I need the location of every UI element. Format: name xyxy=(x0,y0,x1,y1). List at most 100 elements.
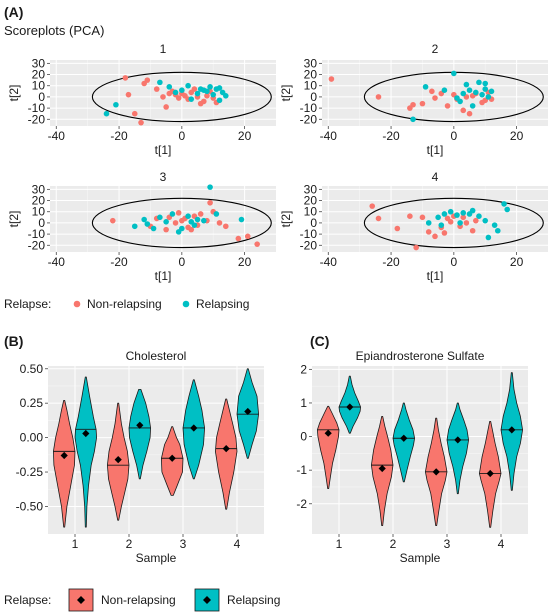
violin-x-tick-label: 2 xyxy=(390,537,397,551)
facet-1-point-relapsing xyxy=(185,82,191,89)
violin-cholesterol-relapsing-sample-4-mean xyxy=(244,407,252,416)
violin-y-tick-label: 0.00 xyxy=(20,431,44,445)
facet-2-point-non-relapsing xyxy=(466,110,473,117)
facet-1-point-non-relapsing xyxy=(138,119,144,126)
facet-1-point-non-relapsing xyxy=(163,104,169,110)
facet-3-y-axis-title: t[2] xyxy=(7,211,21,228)
facet-1-point-relapsing xyxy=(210,91,217,98)
legend-bottom-item-non-relapsing: Non-relapsing xyxy=(101,593,176,607)
violin-y-tick-label: -2 xyxy=(296,497,307,511)
facet-2-y-tick-label: -20 xyxy=(300,112,318,126)
facet-3-point-relapsing xyxy=(144,221,151,227)
violin-x-tick-label: 4 xyxy=(234,537,241,551)
facet-3-ellipse xyxy=(91,197,272,249)
violin-cholesterol-relapsing-sample-1-mean xyxy=(82,429,90,438)
facet-3-x-tick-label: 20 xyxy=(238,255,252,269)
facet-2-point-relapsing xyxy=(482,80,489,87)
facet-1-point-relapsing xyxy=(166,84,173,90)
facet-2-x-tick-label: 20 xyxy=(510,129,524,143)
violin-cholesterol-non-relapsing-sample-2-mean xyxy=(114,456,122,464)
violin-y-tick-label: -0.50 xyxy=(16,499,44,513)
facet-1-point-non-relapsing xyxy=(125,91,132,98)
facet-2-y-tick-label: 30 xyxy=(304,56,318,70)
facet-4-point-non-relapsing xyxy=(394,225,401,232)
facet-2-point-non-relapsing xyxy=(429,88,435,95)
facet-4-point-relapsing xyxy=(494,227,501,234)
facet-3-point-non-relapsing xyxy=(188,226,195,233)
violin-y-tick-label: 0 xyxy=(300,430,307,444)
violin-cholesterol-relapsing-sample-1 xyxy=(74,376,97,528)
panel-letter-a: (A) xyxy=(4,4,23,20)
facet-1-point-relapsing xyxy=(216,85,223,91)
facet-4-point-relapsing xyxy=(425,220,432,226)
facet-1-x-axis-title: t[1] xyxy=(155,143,172,157)
facet-3-point-relapsing xyxy=(169,211,176,217)
facet-2-point-relapsing xyxy=(476,79,482,86)
facet-3-point-relapsing xyxy=(191,222,198,228)
facet-1-point-non-relapsing xyxy=(131,110,138,117)
facet-4-point-non-relapsing xyxy=(460,214,467,221)
facet-4-point-relapsing xyxy=(485,234,492,241)
facet-1-y-axis-title: t[2] xyxy=(7,85,21,102)
facet-1-x-tick-label: 20 xyxy=(238,129,252,143)
facet-1-x-tick-label: -40 xyxy=(48,129,66,143)
legend-top-item-relapsing: Relapsing xyxy=(196,297,249,311)
facet-2-point-non-relapsing xyxy=(410,101,416,108)
violin-cholesterol-relapsing-sample-2 xyxy=(128,389,151,480)
legend-top-title: Relapse: xyxy=(4,297,51,311)
violin-y-tick-label: 0.50 xyxy=(20,362,44,376)
facet-4-point-relapsing xyxy=(482,217,489,224)
facet-2-x-tick-label: -20 xyxy=(382,129,400,143)
facet-3-point-relapsing xyxy=(157,214,163,221)
facet-3-point-relapsing xyxy=(238,216,245,223)
facet-1-point-relapsing xyxy=(157,79,163,86)
facet-2-point-relapsing xyxy=(482,86,489,92)
legend-bottom-mean-relapsing xyxy=(203,596,211,604)
facet-1-y-tick-label: 0 xyxy=(38,90,45,104)
facet-4-point-relapsing xyxy=(454,212,460,218)
pca-title: Scoreplots (PCA) xyxy=(4,23,104,38)
facet-3-y-tick-label: 30 xyxy=(32,182,46,196)
facet-2-plot-area xyxy=(322,60,548,126)
violin-y-tick-label: 1 xyxy=(300,396,307,410)
facet-2-point-relapsing xyxy=(488,88,495,95)
facet-4-point-relapsing xyxy=(438,222,445,228)
violin-x-tick-label: 4 xyxy=(498,537,505,551)
facet-1-point-relapsing xyxy=(194,90,201,97)
facet-2-point-non-relapsing xyxy=(460,107,467,114)
violin-y-tick-label: -0.25 xyxy=(16,465,44,479)
facet-2-point-non-relapsing xyxy=(432,95,438,101)
violin-cholesterol-non-relapsing-sample-4 xyxy=(215,398,238,510)
facet-2-point-relapsing xyxy=(410,116,416,123)
facet-3-point-non-relapsing xyxy=(163,226,169,233)
facet-4-x-tick-label: 20 xyxy=(510,255,524,269)
facet-4-y-axis-title: t[2] xyxy=(279,211,293,228)
facet-4-point-relapsing xyxy=(504,206,510,213)
facet-label-2: 2 xyxy=(432,42,439,56)
facet-3-point-relapsing xyxy=(163,218,169,225)
facet-3-point-relapsing xyxy=(213,211,220,217)
facet-3-point-relapsing xyxy=(141,216,147,223)
facet-4-point-non-relapsing xyxy=(419,214,426,221)
facet-3-x-axis-title: t[1] xyxy=(155,269,172,283)
legend-bottom: Relapse: Non-relapsing Relapsing xyxy=(4,588,280,612)
facet-2-point-relapsing xyxy=(463,81,470,88)
facet-4-point-relapsing xyxy=(460,210,467,216)
legend-bottom-item-relapsing: Relapsing xyxy=(227,593,280,607)
facet-2-point-relapsing xyxy=(451,70,457,77)
facet-4-y-tick-label: -20 xyxy=(300,238,318,252)
facet-4-y-tick-label: -10 xyxy=(300,227,318,241)
facet-3-point-non-relapsing xyxy=(222,223,229,230)
facet-1-point-non-relapsing xyxy=(191,86,198,92)
facet-3-point-non-relapsing xyxy=(244,233,251,240)
facet-4-point-non-relapsing xyxy=(425,229,432,235)
facet-2-point-relapsing xyxy=(479,91,485,98)
facet-2-point-non-relapsing xyxy=(419,100,426,107)
facet-4-y-tick-label: 30 xyxy=(304,182,318,196)
violin-y-tick-label: 2 xyxy=(300,362,307,376)
facet-2-point-non-relapsing xyxy=(375,94,382,100)
facet-4-point-relapsing xyxy=(476,213,482,220)
facet-4-x-axis-title: t[1] xyxy=(427,269,444,283)
violin-epiandrosterone-sulfate-non-relapsing-sample-1-mean xyxy=(324,429,332,437)
facet-2-x-tick-label: -40 xyxy=(320,129,338,143)
